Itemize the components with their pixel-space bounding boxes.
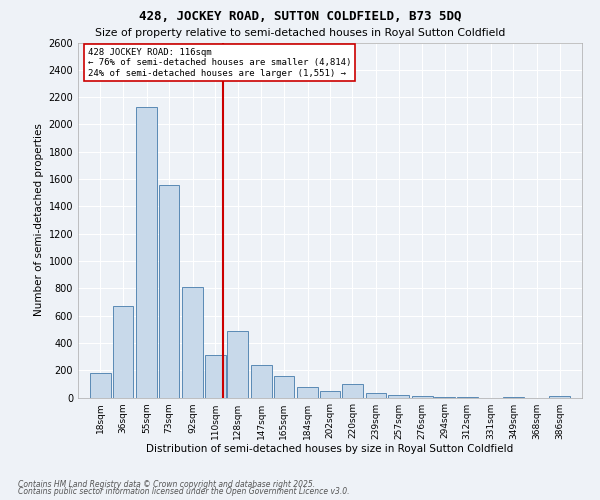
Text: Size of property relative to semi-detached houses in Royal Sutton Coldfield: Size of property relative to semi-detach…	[95, 28, 505, 38]
Bar	[342, 384, 363, 398]
Bar	[412, 396, 433, 398]
Bar	[113, 306, 133, 398]
Bar	[90, 373, 111, 398]
Bar	[297, 386, 318, 398]
Bar	[434, 397, 455, 398]
Text: 428, JOCKEY ROAD, SUTTON COLDFIELD, B73 5DQ: 428, JOCKEY ROAD, SUTTON COLDFIELD, B73 …	[139, 10, 461, 23]
Bar	[274, 376, 294, 398]
Y-axis label: Number of semi-detached properties: Number of semi-detached properties	[34, 124, 44, 316]
Bar	[388, 395, 409, 398]
Bar	[227, 330, 248, 398]
X-axis label: Distribution of semi-detached houses by size in Royal Sutton Coldfield: Distribution of semi-detached houses by …	[146, 444, 514, 454]
Bar	[182, 287, 203, 398]
Bar	[251, 364, 272, 398]
Bar	[136, 106, 157, 398]
Bar	[366, 394, 386, 398]
Text: Contains public sector information licensed under the Open Government Licence v3: Contains public sector information licen…	[18, 488, 349, 496]
Text: Contains HM Land Registry data © Crown copyright and database right 2025.: Contains HM Land Registry data © Crown c…	[18, 480, 315, 489]
Text: 428 JOCKEY ROAD: 116sqm
← 76% of semi-detached houses are smaller (4,814)
24% of: 428 JOCKEY ROAD: 116sqm ← 76% of semi-de…	[88, 48, 352, 78]
Bar	[549, 396, 570, 398]
Bar	[159, 184, 179, 398]
Bar	[205, 355, 226, 398]
Bar	[320, 390, 340, 398]
